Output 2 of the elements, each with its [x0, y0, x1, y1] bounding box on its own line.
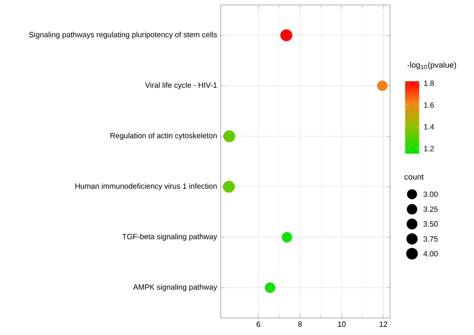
color-bar-title: -log$_{10}$(pvalue)	[407, 62, 456, 70]
legend-title: count	[404, 174, 424, 180]
